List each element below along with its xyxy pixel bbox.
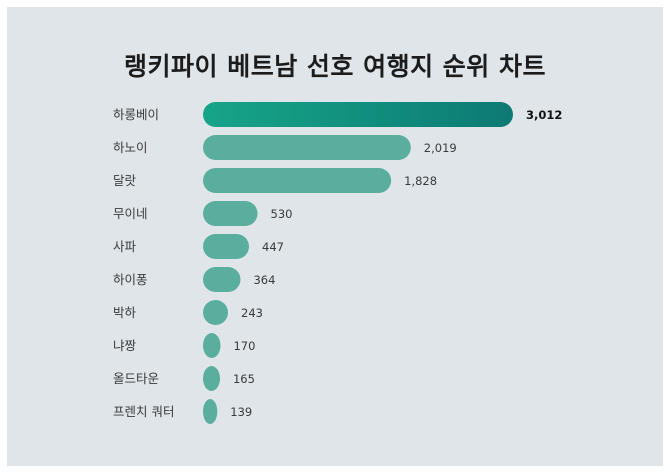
bar-5 (203, 234, 250, 259)
chart-title: 랭키파이 베트남 선호 여행지 순위 차트 (123, 52, 547, 81)
bar-3 (203, 168, 392, 193)
bar-4 (203, 201, 258, 226)
category-label: 올드타운 (113, 371, 159, 386)
value-label: 243 (241, 306, 263, 320)
category-label: 박하 (113, 305, 137, 320)
category-label: 사파 (113, 239, 137, 254)
bar-10 (203, 399, 218, 424)
category-label: 달랏 (113, 173, 137, 188)
bar-9 (203, 366, 220, 391)
category-label: 무이네 (113, 206, 148, 221)
value-label: 364 (253, 273, 275, 287)
bar-8 (203, 333, 221, 358)
value-label: 165 (233, 372, 255, 386)
value-label: 2,019 (424, 141, 457, 155)
category-label: 하노이 (113, 140, 148, 155)
value-label: 447 (262, 240, 284, 254)
value-label: 139 (230, 405, 252, 419)
chart-card: 랭키파이 베트남 선호 여행지 순위 차트 하롱베이 3,012 하노이 2,019 달… (7, 7, 663, 466)
value-label: 530 (271, 207, 293, 221)
category-label: 냐짱 (113, 338, 137, 353)
bar-7 (203, 300, 229, 325)
value-label: 1,828 (404, 174, 437, 188)
bar-chart: 하롱베이 3,012 하노이 2,019 달랏 1,828 무이네 530 사파 447 하이퐁 36… (113, 102, 562, 424)
category-label: 프렌치 쿼터 (113, 404, 174, 419)
category-label: 하이퐁 (113, 272, 148, 287)
bar-2 (203, 135, 411, 160)
value-label: 170 (233, 339, 255, 353)
bar-1 (203, 102, 513, 127)
value-label: 3,012 (526, 108, 562, 122)
bar-6 (203, 267, 241, 292)
category-label: 하롱베이 (113, 107, 159, 122)
